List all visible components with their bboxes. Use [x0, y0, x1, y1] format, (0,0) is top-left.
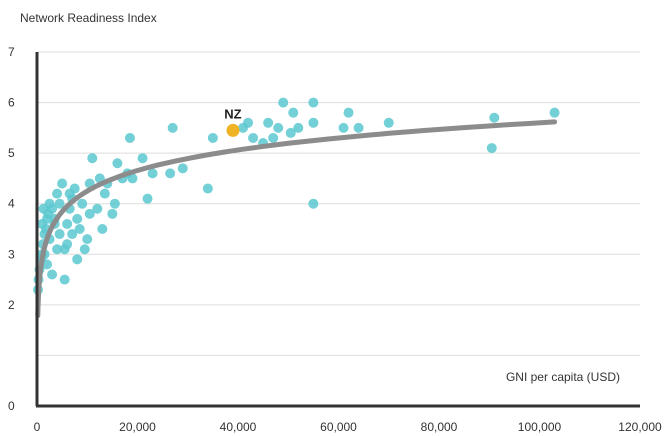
trend-line [35, 119, 558, 319]
data-point [47, 203, 58, 214]
data-point [97, 224, 108, 234]
data-point [343, 107, 354, 118]
data-point [62, 239, 73, 250]
data-point [248, 132, 259, 143]
data-points [33, 97, 560, 295]
data-point [42, 259, 53, 270]
highlight-group: NZ [224, 106, 242, 137]
data-point [263, 117, 274, 128]
data-point [127, 173, 138, 184]
data-point [268, 132, 279, 143]
data-point [67, 229, 78, 240]
data-point [99, 188, 110, 199]
data-point [308, 97, 319, 108]
data-point [165, 168, 176, 179]
data-point [308, 198, 319, 209]
data-point [486, 143, 497, 154]
data-point [84, 208, 95, 219]
data-point [278, 97, 289, 108]
data-point [52, 188, 63, 199]
x-tick-label: 120,000 [618, 420, 662, 434]
data-point [38, 203, 49, 214]
data-point [383, 117, 394, 128]
data-point [489, 112, 500, 123]
data-point [288, 107, 299, 118]
y-tick-label: 5 [8, 146, 15, 160]
data-point [549, 107, 560, 118]
data-point [59, 274, 70, 285]
highlight-label: NZ [224, 106, 241, 121]
data-point [62, 218, 73, 229]
y-tick-label: 2 [8, 298, 15, 312]
y-tick-labels: 0 2 3 4 5 6 7 [8, 45, 15, 413]
data-point [52, 244, 63, 255]
x-axis-title: GNI per capita (USD) [506, 370, 620, 384]
data-point [142, 193, 153, 204]
x-tick-labels: 0 20,000 40,000 60,000 80,000 100,000 120,000 [34, 420, 662, 434]
data-point [79, 244, 90, 255]
data-point [137, 153, 148, 164]
data-point [109, 198, 120, 209]
x-tick-label: 40,000 [220, 420, 257, 434]
x-tick-label: 100,000 [518, 420, 562, 434]
y-tick-label: 4 [8, 197, 15, 211]
y-axis-title: Network Readiness Index [20, 11, 157, 25]
data-point [207, 132, 218, 143]
y-tick-label: 7 [8, 45, 15, 59]
data-point [82, 234, 93, 245]
x-tick-label: 20,000 [119, 420, 156, 434]
x-tick-label: 80,000 [421, 420, 458, 434]
data-point [87, 153, 98, 164]
data-point [72, 254, 83, 265]
data-point [202, 183, 213, 194]
data-point [77, 198, 88, 209]
data-point [107, 208, 118, 219]
data-point [243, 117, 254, 128]
y-tick-label: 3 [8, 247, 15, 261]
data-point [167, 122, 178, 133]
data-point [54, 229, 65, 240]
data-point [273, 122, 284, 133]
data-point [124, 132, 135, 143]
highlight-point [226, 123, 240, 137]
data-point [92, 203, 103, 214]
data-point [308, 117, 319, 128]
data-point [112, 158, 123, 169]
data-point [74, 224, 85, 234]
data-point [54, 198, 65, 209]
data-point [64, 188, 75, 199]
data-point [285, 127, 296, 138]
data-point [47, 269, 58, 280]
data-point [37, 218, 48, 229]
data-point [57, 178, 68, 189]
data-point [147, 168, 158, 179]
data-point [353, 122, 364, 133]
grid-lines [37, 51, 640, 356]
data-point [72, 213, 83, 224]
y-tick-label: 6 [8, 96, 15, 110]
x-tick-label: 0 [34, 420, 41, 434]
data-point [338, 122, 349, 133]
data-point [177, 163, 188, 174]
y-tick-label: 0 [8, 399, 15, 413]
x-tick-label: 60,000 [320, 420, 357, 434]
data-point [293, 122, 304, 133]
